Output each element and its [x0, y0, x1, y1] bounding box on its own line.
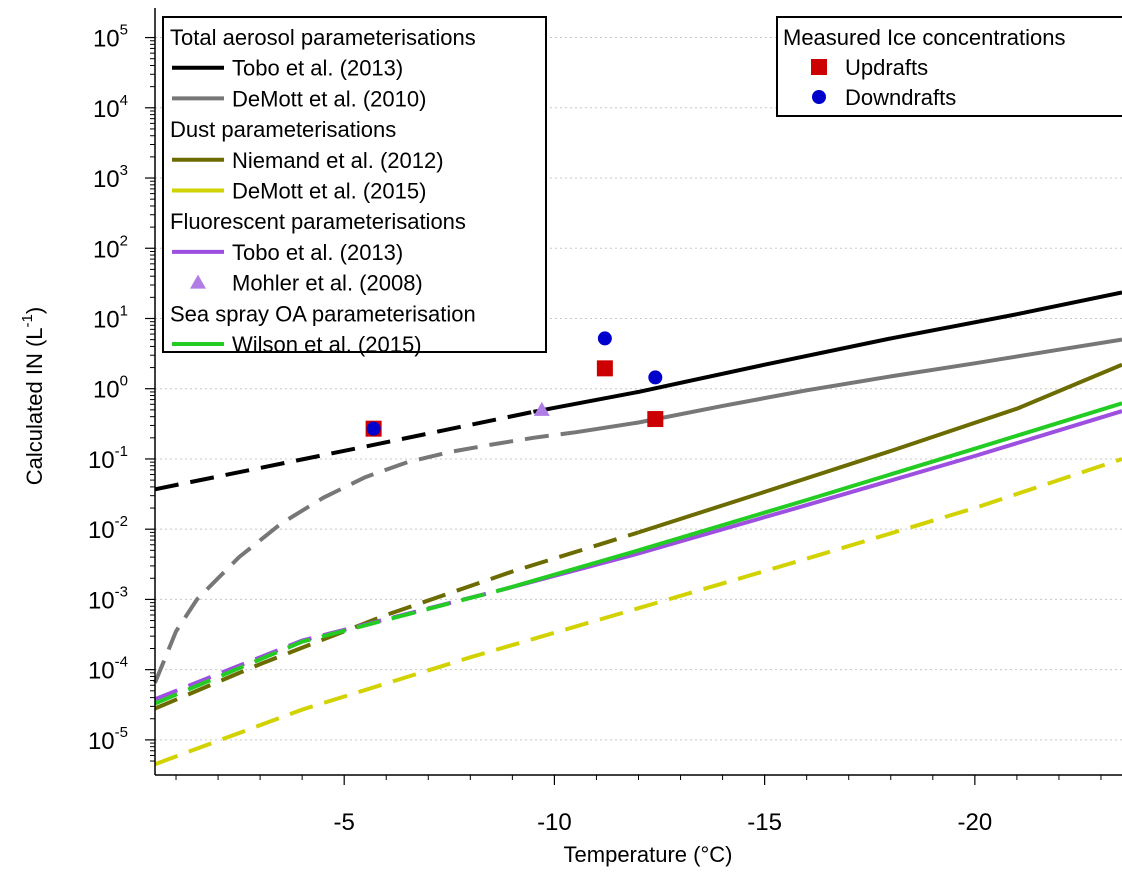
y-axis-title-close: ) [22, 307, 47, 314]
legend-label: Tobo et al. (2013) [232, 240, 403, 265]
legend-swatch-square [811, 59, 827, 75]
legend-group-title: Fluorescent parameterisations [170, 209, 466, 234]
y-tick-label: 105 [93, 22, 128, 53]
legend-right: Measured Ice concentrations Updrafts Downd… [776, 16, 1122, 117]
series-wilson-solid [503, 401, 1122, 592]
legend-left: Total aerosol parameterisations Tobo et a… [162, 16, 547, 357]
y-tick-label: 10-2 [88, 513, 128, 544]
series-niemand-dashed [154, 530, 640, 711]
downdraft-point [648, 370, 663, 385]
x-tick-label: -5 [334, 809, 355, 836]
legend-swatch-triangle [190, 274, 206, 289]
series-tobo_total-dashed [154, 409, 534, 492]
y-tick-label: 103 [93, 162, 128, 193]
legend-group-title: Total aerosol parameterisations [170, 25, 476, 50]
legend-label: Niemand et al. (2012) [232, 148, 444, 173]
updraft-point [596, 360, 613, 377]
series-demott2015-dashed [154, 457, 1122, 767]
legend-group-title: Sea spray OA parameterisation [170, 301, 476, 326]
y-axis-title-sup: -1 [19, 314, 36, 327]
y-tick-label: 10-3 [88, 583, 128, 614]
y-axis-title: Calculated IN (L-1) [19, 307, 47, 485]
legend-right-box [776, 16, 1122, 117]
legend-group-title: Dust parameterisations [170, 117, 396, 142]
x-tick-label: -20 [958, 809, 993, 836]
legend-label: Tobo et al. (2013) [232, 56, 403, 81]
legend-label: Mohler et al. (2008) [232, 271, 423, 296]
legend-label: DeMott et al. (2010) [232, 86, 426, 111]
y-tick-label: 102 [93, 232, 128, 263]
y-tick-label: 10-4 [88, 654, 128, 685]
series-lines [153, 290, 1122, 767]
y-tick-label: 10-5 [88, 724, 128, 755]
data-markers [365, 331, 664, 437]
axes: 10-5 10-4 10-3 10-2 10-1 100 101 102 103 104 105 -5… [88, 8, 1122, 836]
downdraft-point [597, 331, 612, 346]
downdraft-point [366, 421, 381, 436]
series-wilson-dashed [154, 587, 505, 706]
series-tobo_fluor-solid [503, 409, 1122, 592]
legend-label: DeMott et al. (2015) [232, 179, 426, 204]
legend-label: Updrafts [845, 55, 928, 80]
x-tick-label: -15 [747, 809, 782, 836]
legend-left-box [162, 16, 547, 353]
x-tick-label: -10 [537, 809, 572, 836]
series-tobo_total-solid [533, 290, 1122, 414]
x-axis-title: Temperature (°C) [564, 842, 733, 867]
mohler-point [533, 401, 550, 416]
legend-label: Downdrafts [845, 85, 956, 110]
series-demott2010-dashed [153, 431, 568, 684]
y-tick-label: 100 [93, 373, 128, 404]
legend-swatch-circle [812, 90, 826, 104]
series-demott2010-solid [566, 337, 1122, 436]
legend-right-title: Measured Ice concentrations [783, 25, 1066, 50]
series-niemand-solid [637, 362, 1122, 535]
legend-label: Wilson et al. (2015) [232, 332, 422, 357]
y-tick-label: 10-1 [88, 443, 128, 474]
updraft-point [647, 411, 664, 428]
y-tick-label: 104 [93, 92, 128, 123]
y-tick-label: 101 [93, 302, 128, 333]
y-axis-title-main: Calculated IN (L [22, 327, 47, 485]
